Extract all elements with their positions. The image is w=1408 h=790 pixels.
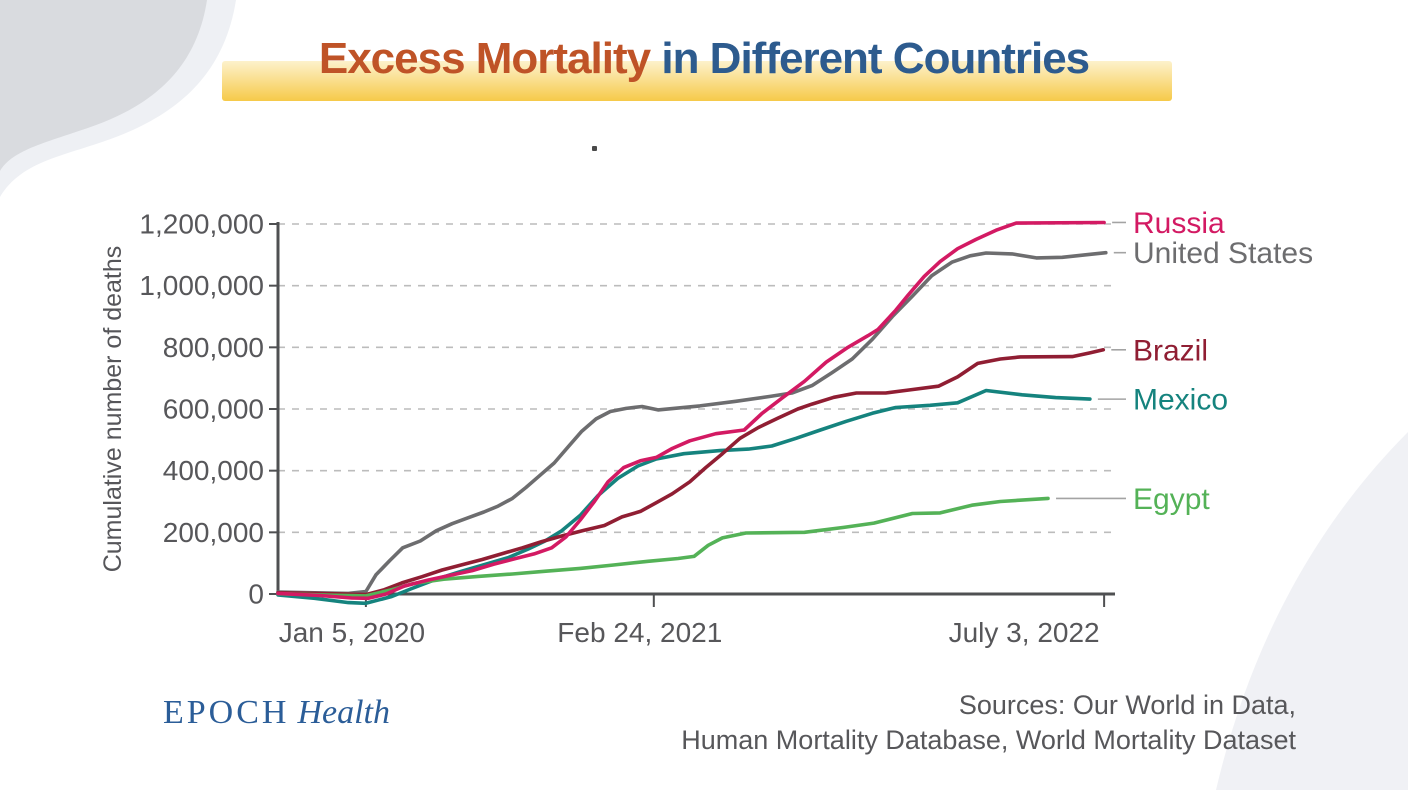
legend-label-mexico: Mexico [1133,384,1228,417]
y-tick-label: 400,000 [163,455,264,486]
x-tick-label: Jan 5, 2020 [279,617,425,648]
y-tick-label: 1,200,000 [139,209,264,240]
y-tick-label: 800,000 [163,332,264,363]
decorative-blob-top-left-inner [0,0,207,171]
title-rest-text: in Different Countries [650,34,1090,83]
line-brazil [276,348,1106,597]
line-russia [276,220,1106,601]
brand-epoch-text: EPOCH [163,694,290,731]
y-tick-label: 200,000 [163,517,264,548]
x-tick-label: Feb 24, 2021 [557,617,722,648]
line-mexico [276,388,1092,606]
page-title: Excess Mortality in Different Countries [0,34,1408,84]
title-accent-text: Excess Mortality [318,34,651,83]
brand-logo: EPOCH Health [163,694,390,732]
legend-label-united-states: United States [1133,237,1313,270]
legend-label-brazil: Brazil [1133,334,1208,367]
y-tick-label: 1,000,000 [139,270,264,301]
stray-dot [592,146,597,151]
brand-health-text: Health [297,694,391,731]
decorative-blob-bottom-right [1216,432,1408,790]
line-united-states [276,250,1108,596]
sources-line-2: Human Mortality Database, World Mortalit… [681,725,1296,755]
y-tick-label: 0 [248,579,264,610]
sources-note: Sources: Our World in Data, Human Mortal… [681,688,1296,758]
y-tick-label: 600,000 [163,394,264,425]
y-axis-title: Cumulative number of deaths [99,246,127,573]
legend-label-russia: Russia [1133,207,1225,240]
line-egypt [276,496,1050,598]
x-tick-label: July 3, 2022 [949,617,1100,648]
title-highlight-band [222,61,1172,101]
sources-line-1: Sources: Our World in Data, [958,690,1296,720]
legend-label-egypt: Egypt [1133,483,1210,516]
